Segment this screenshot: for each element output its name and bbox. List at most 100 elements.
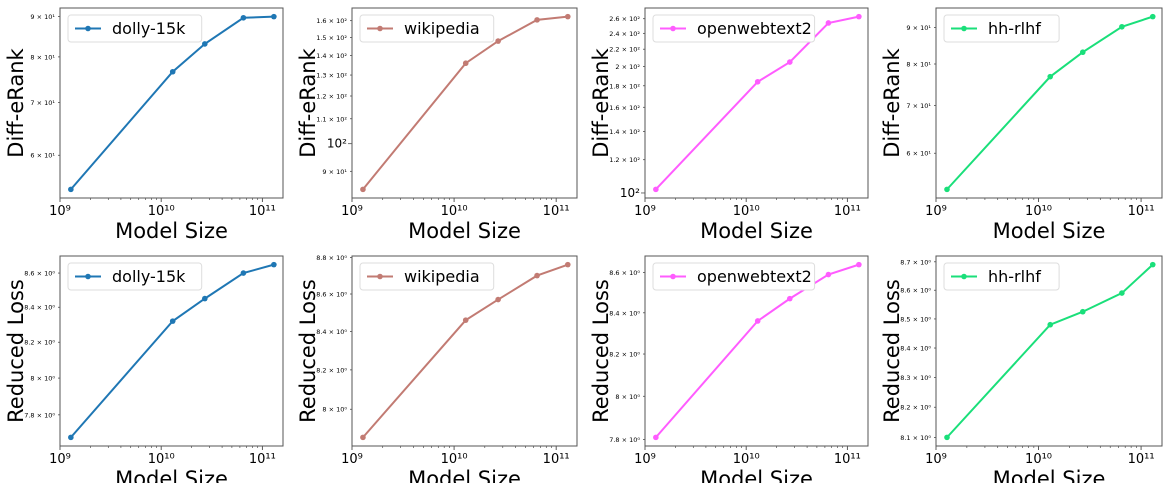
- axes-frame: [59, 255, 284, 447]
- data-point: [1047, 321, 1054, 328]
- legend-marker: [961, 273, 967, 280]
- data-point: [1047, 73, 1054, 80]
- y-tick-label: 8 × 10⁰: [30, 375, 55, 383]
- legend-label: dolly-15k: [112, 19, 186, 38]
- series-line-openwebtext2: [655, 263, 860, 439]
- y-axis-label: Reduced Loss: [296, 279, 320, 423]
- data-point: [1079, 49, 1086, 56]
- x-tick-label: 10¹¹: [543, 204, 570, 219]
- legend: wikipedia: [359, 262, 495, 291]
- data-point: [240, 270, 247, 276]
- y-tick-label: 9 × 10¹: [906, 24, 931, 32]
- data-point: [534, 17, 540, 23]
- y-tick-label: 8.2 × 10⁰: [609, 351, 640, 359]
- axes-frame: [644, 7, 869, 199]
- legend-label: wikipedia: [404, 19, 480, 38]
- y-tick-label: 8 × 10⁰: [322, 406, 347, 414]
- data-point: [944, 434, 950, 441]
- legend-box: [67, 14, 203, 43]
- y-tick-label: 1.6 × 10²: [609, 104, 640, 112]
- data-point: [360, 186, 366, 193]
- legend: openwebtext2: [652, 262, 816, 291]
- legend-box: [943, 14, 1060, 43]
- data-point: [944, 186, 950, 193]
- legend-label: hh-rlhf: [988, 267, 1041, 286]
- data-point: [202, 295, 208, 302]
- data-point: [462, 60, 469, 67]
- x-axis-label: Model Size: [700, 219, 813, 243]
- legend-marker: [377, 25, 383, 32]
- subplot-7: 10⁹ 10¹⁰ 10¹¹ 7.8 × 10⁰ 8 × 10⁰ 8.2 × 10⁰ 8.4 …: [589, 255, 869, 483]
- data-point: [271, 261, 277, 268]
- y-tick-label: 2.2 × 10²: [609, 46, 640, 54]
- legend-box: [652, 14, 816, 43]
- series-line-dolly-15k: [70, 263, 275, 439]
- legend-label: openwebtext2: [697, 19, 812, 38]
- data-point: [754, 318, 761, 324]
- data-point: [856, 13, 862, 20]
- y-tick-label: 8.6 × 10⁰: [316, 291, 347, 299]
- y-tick-label: 7 × 10¹: [30, 99, 55, 107]
- x-axis-label: Model Size: [115, 219, 228, 243]
- legend: hh-rlhf: [943, 262, 1060, 291]
- x-tick-label: 10¹¹: [543, 452, 570, 467]
- data-point: [787, 295, 793, 302]
- y-tick-label: 8.6 × 10⁰: [900, 287, 931, 295]
- data-point: [169, 68, 176, 75]
- y-tick-label: 1.8 × 10²: [609, 82, 640, 90]
- data-point: [462, 317, 469, 323]
- y-axis-label: Reduced Loss: [880, 279, 904, 423]
- data-point: [271, 13, 277, 20]
- legend-marker: [85, 273, 91, 280]
- y-tick-label: 1.4 × 10²: [316, 52, 347, 60]
- x-tick-label: 10¹¹: [1128, 452, 1155, 467]
- x-tick-label: 10¹⁰: [1025, 204, 1052, 219]
- y-tick-label: 8.8 × 10⁰: [316, 254, 347, 262]
- y-tick-label: 8.6 × 10⁰: [24, 270, 55, 278]
- x-axis-label: Model Size: [115, 467, 228, 483]
- x-tick-label: 10¹¹: [1128, 204, 1155, 219]
- data-point: [68, 186, 74, 193]
- y-tick-label: 8.4 × 10⁰: [316, 328, 347, 336]
- y-axis-label: Diff-eRank: [296, 47, 320, 157]
- x-tick-label: 10¹¹: [249, 204, 276, 219]
- axes-frame: [351, 7, 578, 199]
- y-tick-label: 1.4 × 10²: [609, 128, 640, 136]
- y-tick-label: 10²: [620, 186, 640, 200]
- data-point: [825, 20, 832, 26]
- x-tick-label: 10¹⁰: [441, 452, 468, 467]
- series-line-wikipedia: [362, 263, 569, 439]
- x-tick-label: 10¹⁰: [1025, 452, 1052, 467]
- subplot-3: 10⁹ 10¹⁰ 10¹¹ 10² 1.2 × 10² 1.4 × 10² 1.6 × 10…: [589, 7, 869, 243]
- subplot-6: 10⁹ 10¹⁰ 10¹¹ 8 × 10⁰ 8.2 × 10⁰ 8.4 × 10⁰ 8.6 …: [296, 254, 578, 483]
- data-point: [825, 271, 832, 278]
- y-tick-label: 8.1 × 10⁰: [900, 434, 931, 442]
- x-tick-label: 10¹¹: [834, 452, 861, 467]
- x-tick-label: 10⁹: [925, 204, 947, 219]
- legend-box: [652, 262, 816, 291]
- x-axis-label: Model Size: [993, 219, 1106, 243]
- data-point: [1149, 261, 1156, 268]
- y-tick-label: 1.3 × 10²: [316, 72, 347, 80]
- series-line-openwebtext2: [655, 15, 860, 191]
- legend-marker: [670, 25, 676, 32]
- y-tick-label: 2.6 × 10²: [609, 15, 640, 23]
- data-point: [653, 434, 659, 441]
- y-axis-label: Diff-eRank: [880, 47, 904, 157]
- axes-frame: [935, 7, 1163, 199]
- y-tick-label: 1.2 × 10²: [609, 156, 640, 164]
- y-tick-label: 2 × 10²: [615, 63, 640, 71]
- data-point: [754, 78, 761, 85]
- x-tick-label: 10⁹: [925, 452, 947, 467]
- y-tick-label: 1.6 × 10²: [316, 17, 347, 25]
- y-tick-label: 7.8 × 10⁰: [24, 411, 55, 419]
- legend-box: [67, 262, 203, 291]
- axes-frame: [351, 255, 578, 447]
- legend-box: [359, 14, 495, 43]
- x-tick-label: 10⁹: [634, 452, 656, 467]
- subplot-8: 10⁹ 10¹⁰ 10¹¹ 8.1 × 10⁰ 8.2 × 10⁰ 8.3 × 10⁰ 8.…: [880, 255, 1163, 483]
- y-axis-label: Diff-eRank: [4, 47, 28, 157]
- y-tick-label: 1.1 × 10²: [316, 115, 347, 123]
- x-tick-label: 10¹¹: [249, 452, 276, 467]
